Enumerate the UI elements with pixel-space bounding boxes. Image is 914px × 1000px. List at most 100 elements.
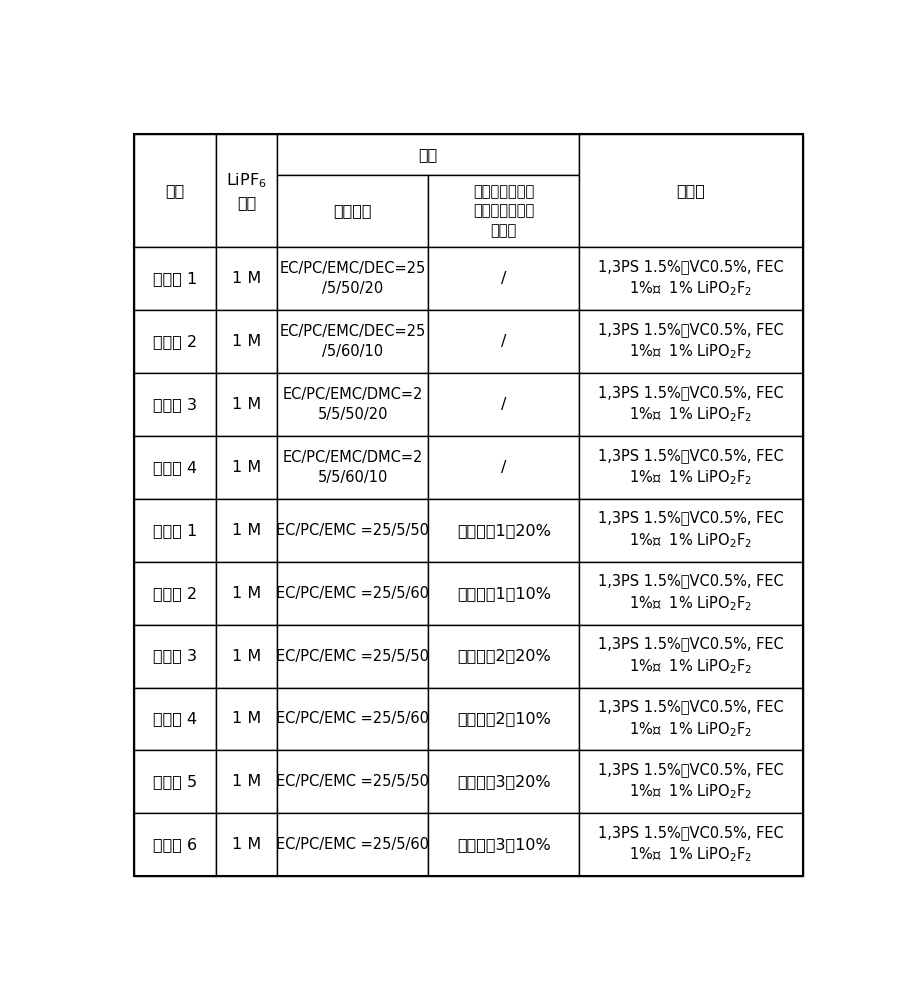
- Text: 对比例 1: 对比例 1: [153, 271, 197, 286]
- Bar: [277, 750, 429, 813]
- Bar: [134, 625, 216, 688]
- Text: 添加剂: 添加剂: [676, 183, 706, 198]
- Bar: [134, 813, 216, 876]
- Text: 1 M: 1 M: [232, 334, 261, 349]
- Text: 1,3PS 1.5%、VC0.5%, FEC
1%，  1% LiPO$_2$F$_2$: 1,3PS 1.5%、VC0.5%, FEC 1%， 1% LiPO$_2$F$…: [599, 574, 784, 613]
- Text: EC/PC/EMC/DEC=25
/5/60/10: EC/PC/EMC/DEC=25 /5/60/10: [280, 324, 426, 359]
- Bar: [216, 373, 277, 436]
- Bar: [134, 373, 216, 436]
- Bar: [579, 562, 802, 625]
- Bar: [134, 499, 216, 562]
- Bar: [579, 813, 802, 876]
- Bar: [216, 562, 277, 625]
- Bar: [216, 310, 277, 373]
- Bar: [134, 750, 216, 813]
- Bar: [429, 247, 579, 310]
- Bar: [216, 625, 277, 688]
- Bar: [134, 247, 216, 310]
- Text: EC/PC/EMC =25/5/60: EC/PC/EMC =25/5/60: [276, 586, 430, 601]
- Text: 化合物（2）10%: 化合物（2）10%: [457, 711, 551, 726]
- Text: 1,3PS 1.5%、VC0.5%, FEC
1%，  1% LiPO$_2$F$_2$: 1,3PS 1.5%、VC0.5%, FEC 1%， 1% LiPO$_2$F$…: [599, 259, 784, 298]
- Bar: [216, 750, 277, 813]
- Bar: [277, 813, 429, 876]
- Bar: [216, 499, 277, 562]
- Text: 实施例 2: 实施例 2: [153, 586, 197, 601]
- Bar: [429, 625, 579, 688]
- Text: 对比例 4: 对比例 4: [153, 460, 197, 475]
- Bar: [579, 625, 802, 688]
- Text: 1,3PS 1.5%、VC0.5%, FEC
1%，  1% LiPO$_2$F$_2$: 1,3PS 1.5%、VC0.5%, FEC 1%， 1% LiPO$_2$F$…: [599, 699, 784, 739]
- Text: 对比例 2: 对比例 2: [153, 334, 197, 349]
- Text: EC/PC/EMC/DMC=2
5/5/50/20: EC/PC/EMC/DMC=2 5/5/50/20: [282, 387, 423, 422]
- Bar: [429, 813, 579, 876]
- Text: 1,3PS 1.5%、VC0.5%, FEC
1%，  1% LiPO$_2$F$_2$: 1,3PS 1.5%、VC0.5%, FEC 1%， 1% LiPO$_2$F$…: [599, 825, 784, 864]
- Bar: [429, 750, 579, 813]
- Text: 1 M: 1 M: [232, 586, 261, 601]
- Bar: [134, 688, 216, 750]
- Text: 实施例 6: 实施例 6: [153, 837, 197, 852]
- Text: 编号: 编号: [165, 183, 185, 198]
- Bar: [277, 562, 429, 625]
- Bar: [277, 310, 429, 373]
- Text: 化合物（3）20%: 化合物（3）20%: [457, 774, 550, 789]
- Text: /: /: [501, 397, 506, 412]
- Bar: [216, 688, 277, 750]
- Text: 1 M: 1 M: [232, 397, 261, 412]
- Text: EC/PC/EMC =25/5/50: EC/PC/EMC =25/5/50: [276, 523, 430, 538]
- Text: EC/PC/EMC/DMC=2
5/5/60/10: EC/PC/EMC/DMC=2 5/5/60/10: [282, 450, 423, 485]
- Text: 氟代醚类化合物
及其占溶剂的质
量分数: 氟代醚类化合物 及其占溶剂的质 量分数: [473, 184, 535, 238]
- Text: 1,3PS 1.5%、VC0.5%, FEC
1%，  1% LiPO$_2$F$_2$: 1,3PS 1.5%、VC0.5%, FEC 1%， 1% LiPO$_2$F$…: [599, 636, 784, 676]
- Bar: [277, 499, 429, 562]
- Bar: [277, 175, 429, 247]
- Bar: [579, 247, 802, 310]
- Text: /: /: [501, 271, 506, 286]
- Text: 1,3PS 1.5%、VC0.5%, FEC
1%，  1% LiPO$_2$F$_2$: 1,3PS 1.5%、VC0.5%, FEC 1%， 1% LiPO$_2$F$…: [599, 511, 784, 550]
- Text: 1 M: 1 M: [232, 774, 261, 789]
- Bar: [277, 373, 429, 436]
- Bar: [134, 310, 216, 373]
- Text: 对比例 3: 对比例 3: [153, 397, 197, 412]
- Bar: [429, 373, 579, 436]
- Text: 1,3PS 1.5%、VC0.5%, FEC
1%，  1% LiPO$_2$F$_2$: 1,3PS 1.5%、VC0.5%, FEC 1%， 1% LiPO$_2$F$…: [599, 322, 784, 361]
- Text: LiPF$_6$
浓度: LiPF$_6$ 浓度: [226, 171, 267, 210]
- Text: 实施例 4: 实施例 4: [153, 711, 197, 726]
- Bar: [579, 134, 802, 247]
- Bar: [429, 436, 579, 499]
- Text: 碳酸酵类: 碳酸酵类: [334, 204, 372, 219]
- Text: 实施例 1: 实施例 1: [153, 523, 197, 538]
- Text: 溶剂: 溶剂: [419, 147, 438, 162]
- Text: EC/PC/EMC =25/5/50: EC/PC/EMC =25/5/50: [276, 649, 430, 664]
- Bar: [277, 134, 579, 175]
- Bar: [134, 134, 216, 247]
- Text: 化合物（1）20%: 化合物（1）20%: [457, 523, 551, 538]
- Bar: [216, 247, 277, 310]
- Bar: [216, 134, 277, 247]
- Bar: [579, 310, 802, 373]
- Text: 1,3PS 1.5%、VC0.5%, FEC
1%，  1% LiPO$_2$F$_2$: 1,3PS 1.5%、VC0.5%, FEC 1%， 1% LiPO$_2$F$…: [599, 385, 784, 424]
- Bar: [134, 436, 216, 499]
- Text: 1 M: 1 M: [232, 460, 261, 475]
- Text: EC/PC/EMC =25/5/50: EC/PC/EMC =25/5/50: [276, 774, 430, 789]
- Bar: [579, 436, 802, 499]
- Text: 化合物（2）20%: 化合物（2）20%: [457, 649, 551, 664]
- Text: EC/PC/EMC/DEC=25
/5/50/20: EC/PC/EMC/DEC=25 /5/50/20: [280, 261, 426, 296]
- Bar: [579, 688, 802, 750]
- Text: EC/PC/EMC =25/5/60: EC/PC/EMC =25/5/60: [276, 837, 430, 852]
- Text: 1 M: 1 M: [232, 523, 261, 538]
- Bar: [429, 175, 579, 247]
- Bar: [277, 436, 429, 499]
- Text: 1,3PS 1.5%、VC0.5%, FEC
1%，  1% LiPO$_2$F$_2$: 1,3PS 1.5%、VC0.5%, FEC 1%， 1% LiPO$_2$F$…: [599, 762, 784, 801]
- Text: /: /: [501, 334, 506, 349]
- Bar: [429, 310, 579, 373]
- Bar: [216, 813, 277, 876]
- Bar: [429, 688, 579, 750]
- Text: 1,3PS 1.5%、VC0.5%, FEC
1%，  1% LiPO$_2$F$_2$: 1,3PS 1.5%、VC0.5%, FEC 1%， 1% LiPO$_2$F$…: [599, 448, 784, 487]
- Text: 化合物（3）10%: 化合物（3）10%: [457, 837, 551, 852]
- Text: 1 M: 1 M: [232, 271, 261, 286]
- Bar: [579, 373, 802, 436]
- Text: /: /: [501, 460, 506, 475]
- Bar: [579, 499, 802, 562]
- Bar: [429, 562, 579, 625]
- Text: 1 M: 1 M: [232, 649, 261, 664]
- Bar: [429, 499, 579, 562]
